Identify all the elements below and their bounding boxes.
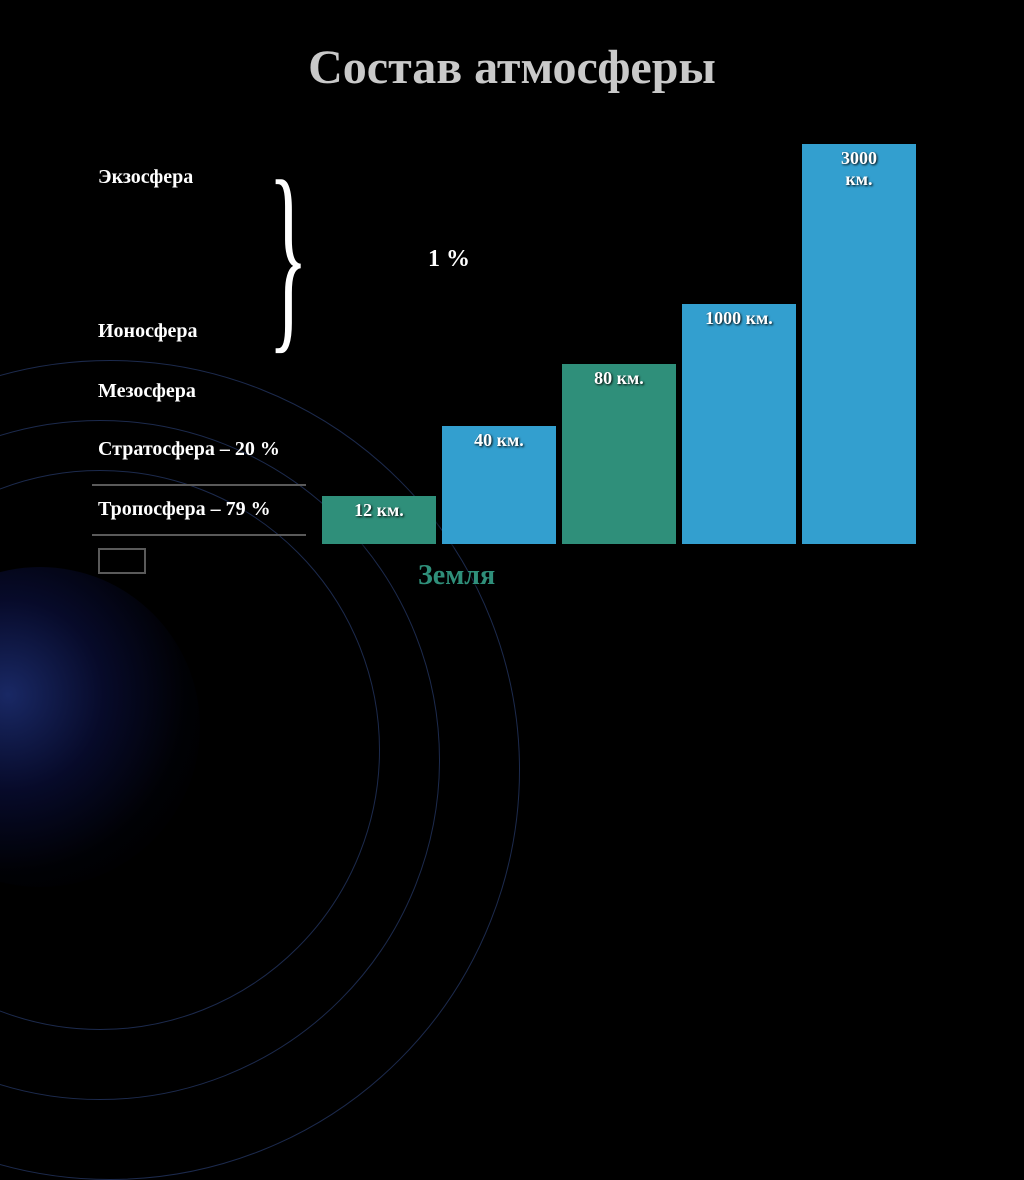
grid-line <box>92 534 306 536</box>
orbit-line <box>0 470 380 1030</box>
bar-chart: 12 км. 40 км. 80 км. 1000 км. 3000км. <box>322 142 922 544</box>
bar: 40 км. <box>442 426 556 544</box>
bar: 1000 км. <box>682 304 796 544</box>
grid-line <box>92 484 306 486</box>
page-title: Состав атмосферы <box>0 40 1024 95</box>
bar-value-label: 12 км. <box>322 500 436 521</box>
layer-label: Тропосфера – 79 % <box>98 498 271 521</box>
bar-value-label: 80 км. <box>562 368 676 389</box>
layer-label: Стратосфера – 20 % <box>98 438 280 461</box>
bar-value-label: 40 км. <box>442 430 556 451</box>
bar: 3000км. <box>802 144 916 544</box>
x-axis-label: Земля <box>418 560 495 592</box>
layer-label: Ионосфера <box>98 320 198 343</box>
brace-icon: } <box>268 150 308 360</box>
globe-glow <box>0 567 200 887</box>
bar: 80 км. <box>562 364 676 544</box>
legend-box <box>98 548 146 574</box>
layer-label: Экзосфера <box>98 166 193 189</box>
bar-value-label: 1000 км. <box>682 308 796 329</box>
bar-value-label: 3000км. <box>802 148 916 190</box>
bar: 12 км. <box>322 496 436 544</box>
layer-label: Мезосфера <box>98 380 196 403</box>
